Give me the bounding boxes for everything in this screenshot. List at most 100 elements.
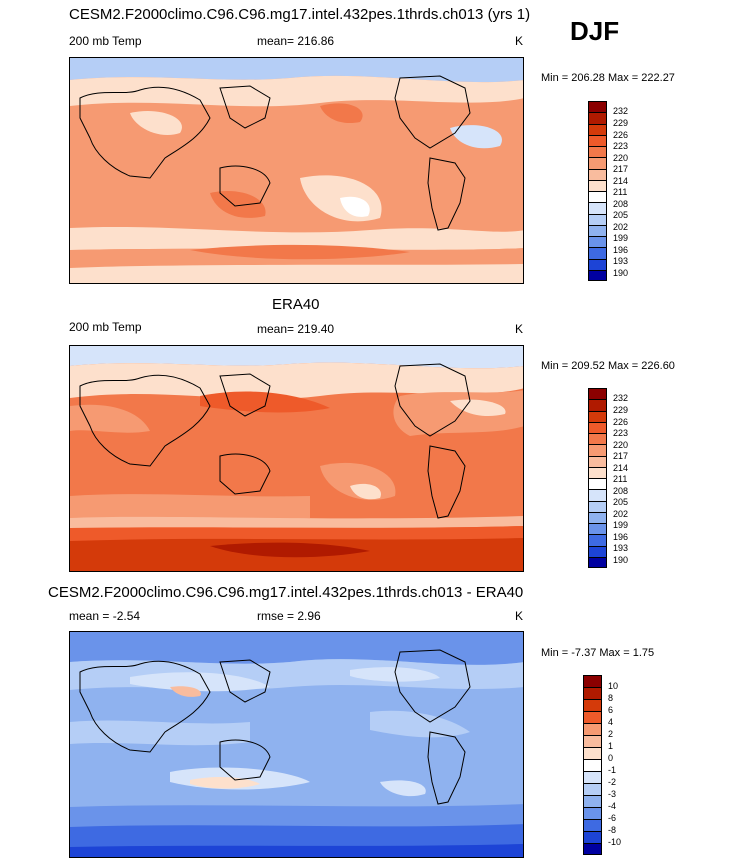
- colorbar-label: 217: [613, 164, 629, 174]
- colorbar-label: 223: [613, 428, 629, 438]
- map-diff: [69, 631, 524, 858]
- colorbar-label: 193: [613, 256, 629, 266]
- colorbar-label: 199: [613, 233, 629, 243]
- map-model: [69, 57, 524, 284]
- variable-label-model: 200 mb Temp: [69, 34, 142, 48]
- colorbar-swatch: [588, 213, 607, 225]
- colorbar-swatch: [588, 202, 607, 214]
- colorbar-swatch: [583, 783, 602, 795]
- colorbar-label: 226: [613, 417, 629, 427]
- colorbar-swatch: [588, 444, 607, 456]
- colorbar-swatch: [588, 101, 607, 113]
- colorbar-label: -4: [608, 801, 617, 811]
- colorbar-label: 8: [608, 693, 614, 703]
- colorbar-swatch: [588, 489, 607, 501]
- colorbar-label: 232: [613, 106, 629, 116]
- colorbar-label: -8: [608, 825, 617, 835]
- colorbar-label: 196: [613, 532, 629, 542]
- colorbar-swatch: [583, 675, 602, 687]
- colorbar-label: 10: [608, 681, 619, 691]
- colorbar-label: 214: [613, 176, 629, 186]
- mean-label-diff: mean = -2.54: [69, 609, 141, 623]
- rmse-label-diff: rmse = 2.96: [257, 609, 321, 623]
- season-label: DJF: [570, 16, 620, 46]
- colorbar-swatch: [588, 179, 607, 191]
- colorbar-swatch: [588, 123, 607, 135]
- colorbar-label: 190: [613, 555, 629, 565]
- colorbar-label: 2: [608, 729, 614, 739]
- units-label-model: K: [515, 34, 524, 48]
- colorbar-swatch: [588, 466, 607, 478]
- colorbar-swatch: [588, 511, 607, 523]
- contour-map-obs: [70, 346, 523, 571]
- colorbar-swatch: [588, 269, 607, 281]
- colorbar-swatch: [583, 687, 602, 699]
- colorbar-swatch: [588, 545, 607, 557]
- colorbar-label: 214: [613, 463, 629, 473]
- colorbar-swatch: [583, 735, 602, 747]
- panel-title-obs: ERA40: [272, 296, 320, 313]
- colorbar-swatch: [588, 258, 607, 270]
- panel-title-diff: CESM2.F2000climo.C96.C96.mg17.intel.432p…: [48, 584, 524, 601]
- mean-label-obs: mean= 219.40: [257, 322, 335, 336]
- colorbar-swatch: [588, 168, 607, 180]
- map-obs: [69, 345, 524, 572]
- panel-title-model: CESM2.F2000climo.C96.C96.mg17.intel.432p…: [69, 6, 531, 23]
- colorbar-swatch: [588, 556, 607, 568]
- colorbar-label: 196: [613, 245, 629, 255]
- colorbar-swatch: [583, 843, 602, 855]
- colorbar-swatch: [588, 224, 607, 236]
- colorbar-swatch: [583, 819, 602, 831]
- colorbar-label: 211: [613, 187, 628, 197]
- colorbar-label: -3: [608, 789, 617, 799]
- colorbar-label: 232: [613, 393, 629, 403]
- colorbar-label: -1: [608, 765, 617, 775]
- colorbar-swatch: [583, 759, 602, 771]
- colorbar-label: 199: [613, 520, 629, 530]
- colorbar-swatch: [588, 247, 607, 259]
- colorbar-swatch: [588, 388, 607, 400]
- colorbar-label: 1: [608, 741, 614, 751]
- colorbar-label: -2: [608, 777, 617, 787]
- colorbar-swatch: [588, 191, 607, 203]
- colorbar-swatch: [588, 534, 607, 546]
- colorbar-swatch: [588, 455, 607, 467]
- colorbar-swatch: [583, 747, 602, 759]
- colorbar-label: 0: [608, 753, 614, 763]
- colorbar-label: 220: [613, 153, 629, 163]
- colorbar-label: 229: [613, 118, 629, 128]
- units-label-diff: K: [515, 609, 524, 623]
- colorbar-swatch: [588, 500, 607, 512]
- colorbar-swatch: [588, 433, 607, 445]
- colorbar-swatch: [588, 236, 607, 248]
- colorbar-swatch: [588, 523, 607, 535]
- colorbar-swatch: [588, 421, 607, 433]
- colorbar-swatch: [583, 711, 602, 723]
- mean-label-model: mean= 216.86: [257, 34, 335, 48]
- colorbar-label: 220: [613, 440, 629, 450]
- colorbar-swatch: [588, 112, 607, 124]
- colorbar-label: 208: [613, 486, 629, 496]
- colorbar-swatch: [588, 134, 607, 146]
- colorbar-label: 190: [613, 268, 629, 278]
- colorbar-label: 205: [613, 497, 629, 507]
- colorbar-swatch: [583, 699, 602, 711]
- colorbar-swatch: [583, 771, 602, 783]
- colorbar-label: 211: [613, 474, 628, 484]
- colorbar-label: -10: [608, 837, 622, 847]
- colorbar-label: 229: [613, 405, 629, 415]
- colorbar-swatch: [583, 795, 602, 807]
- colorbar-label: 193: [613, 543, 629, 553]
- colorbar-swatch: [588, 146, 607, 158]
- colorbar-swatch: [583, 723, 602, 735]
- colorbar-swatch: [588, 410, 607, 422]
- units-label-obs: K: [515, 322, 524, 336]
- colorbar-label: 226: [613, 130, 629, 140]
- contour-map-diff: [70, 632, 523, 857]
- colorbar-label: 223: [613, 141, 629, 151]
- colorbar-label: -6: [608, 813, 617, 823]
- colorbar-label: 6: [608, 705, 614, 715]
- colorbar-label: 208: [613, 199, 629, 209]
- colorbar-label: 202: [613, 222, 629, 232]
- colorbar-swatch: [588, 399, 607, 411]
